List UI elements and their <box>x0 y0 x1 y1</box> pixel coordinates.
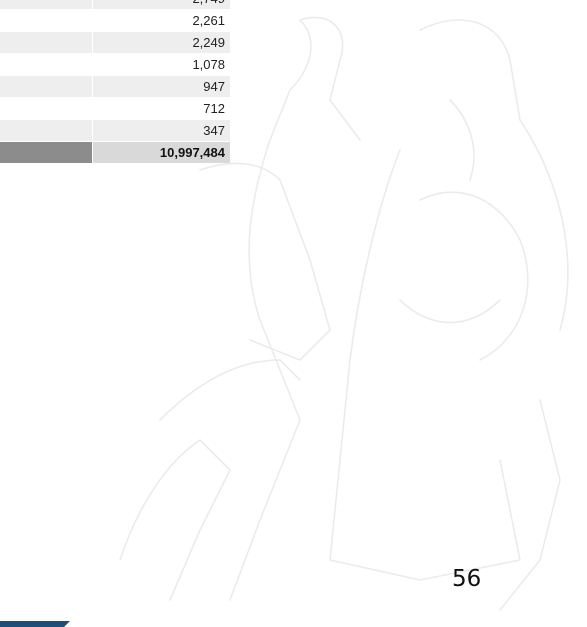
document-page: 2,7492,2612,2491,07894771234710,997,484 … <box>0 0 587 627</box>
table-row: 947 <box>0 76 230 98</box>
table-cell <box>0 98 92 119</box>
footer-bar <box>0 619 80 627</box>
table-cell <box>0 0 92 9</box>
table-row: 1,078 <box>0 54 230 76</box>
table-row: 2,261 <box>0 10 230 32</box>
table-row: 347 <box>0 120 230 142</box>
table-row: 2,749 <box>0 0 230 10</box>
table-cell <box>0 76 92 97</box>
table-cell: 1,078 <box>93 54 230 75</box>
footer-bar-shape <box>0 621 70 627</box>
total-cell: 10,997,484 <box>93 142 230 163</box>
table-cell: 2,261 <box>93 10 230 31</box>
table-row: 2,249 <box>0 32 230 54</box>
table-cell: 2,249 <box>93 32 230 53</box>
table-cell: 2,749 <box>93 0 230 9</box>
page-number: 56 <box>452 566 481 592</box>
table-cell <box>0 10 92 31</box>
total-row: 10,997,484 <box>0 142 230 164</box>
table-row: 712 <box>0 98 230 120</box>
table-cell <box>0 142 92 163</box>
table-cell: 947 <box>93 76 230 97</box>
table-cell <box>0 32 92 53</box>
table-cell <box>0 54 92 75</box>
table-cell <box>0 120 92 141</box>
table-cell: 712 <box>93 98 230 119</box>
table-cell: 347 <box>93 120 230 141</box>
